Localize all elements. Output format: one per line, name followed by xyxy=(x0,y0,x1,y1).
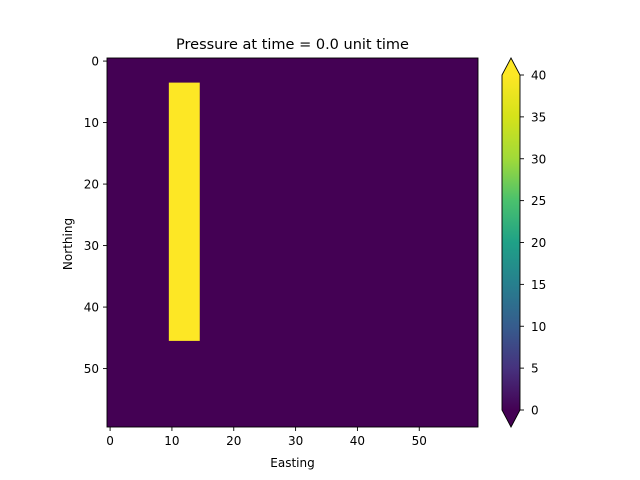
plot-frame xyxy=(106,57,479,428)
colorbar: 0 5 10 15 20 25 30 35 40 xyxy=(501,57,546,428)
heatmap-area xyxy=(107,58,478,427)
x-tick-label: 30 xyxy=(288,434,303,448)
chart-title: Pressure at time = 0.0 unit time xyxy=(176,37,409,53)
y-tick-label: 50 xyxy=(84,362,99,376)
colorbar-tick-label: 35 xyxy=(531,110,546,124)
colorbar-extend-max xyxy=(502,58,520,75)
colorbar-tick-label: 0 xyxy=(531,404,539,418)
colorbar-tick-label: 30 xyxy=(531,152,546,166)
y-tick-label: 30 xyxy=(84,239,99,253)
y-tick-label: 10 xyxy=(84,116,99,130)
x-tick-label: 50 xyxy=(412,434,427,448)
y-tick-label: 40 xyxy=(84,301,99,315)
x-axis-label: Easting xyxy=(270,456,314,470)
colorbar-tick-label: 20 xyxy=(531,236,546,250)
y-tick-label: 0 xyxy=(91,55,99,69)
heatmap-region-0 xyxy=(168,82,200,341)
heatmap-background xyxy=(107,58,478,427)
colorbar-gradient xyxy=(502,75,520,410)
x-tick-label: 10 xyxy=(164,434,179,448)
colorbar-tick-label: 5 xyxy=(531,362,539,376)
y-tick-label: 20 xyxy=(84,178,99,192)
x-tick-label: 20 xyxy=(226,434,241,448)
colorbar-tick-label: 15 xyxy=(531,278,546,292)
x-axis: 0 10 20 30 40 50 xyxy=(106,427,427,448)
colorbar-tick-label: 40 xyxy=(531,69,546,83)
y-axis: 0 10 20 30 40 50 xyxy=(84,55,107,376)
x-tick-label: 40 xyxy=(350,434,365,448)
y-axis-label: Northing xyxy=(61,218,75,270)
colorbar-tick-label: 25 xyxy=(531,194,546,208)
x-tick-label: 0 xyxy=(106,434,114,448)
colorbar-extend-min xyxy=(502,410,520,427)
colorbar-tick-label: 10 xyxy=(531,320,546,334)
